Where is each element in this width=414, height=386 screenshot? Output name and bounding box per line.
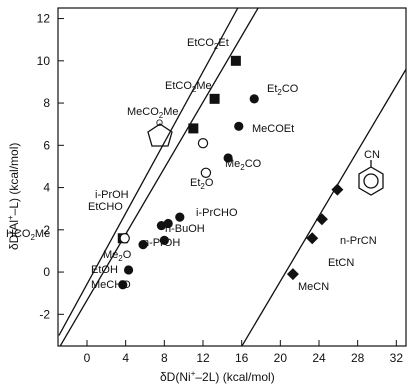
data-point-circle: [159, 235, 169, 245]
label-nprcn: n-PrCN: [340, 235, 377, 247]
label-hco2me: HCO2Me: [6, 228, 50, 242]
fit-lines: [58, 8, 406, 346]
x-tick-label: 16: [235, 351, 249, 365]
y-tick-label: -2: [39, 307, 50, 321]
label-nproh: n-PrOH: [143, 237, 180, 249]
fit-line: [58, 8, 239, 336]
y-tick-label: 2: [43, 223, 50, 237]
data-point-diamond: [306, 232, 319, 245]
label-me2co: Me2CO: [225, 158, 262, 172]
data-point-open-circle: [200, 167, 212, 178]
x-tick-label: 20: [274, 351, 288, 365]
data-point-circle: [249, 94, 259, 104]
y-tick-label: 10: [37, 54, 51, 68]
data-point-open-circle: [119, 233, 130, 244]
label-etco2et: EtCO2Et: [187, 37, 229, 51]
y-axis-label: δD(Al+–L) (kcal/mol): [6, 143, 21, 250]
x-tick-label: 4: [122, 351, 129, 365]
label-mecho: MeCHO: [91, 279, 131, 291]
thf-structure-icon: [147, 123, 173, 147]
data-point-circle: [175, 212, 185, 222]
label-mecoet: MeCOEt: [252, 123, 294, 135]
y-tick-label: 6: [43, 138, 50, 152]
y-tick-label: 4: [43, 181, 50, 195]
label-mecn: MeCN: [298, 281, 329, 293]
data-point-open-circle: [197, 137, 209, 149]
label-etco2me: EtCO2Me: [165, 80, 212, 94]
label-etcn: EtCN: [328, 257, 354, 269]
label-et2co: Et2CO: [267, 83, 299, 97]
fit-line: [59, 8, 259, 346]
data-point-circle: [138, 240, 148, 250]
x-tick-label: 0: [84, 351, 91, 365]
x-tick-label: 24: [312, 351, 326, 365]
data-point-diamond: [315, 213, 328, 226]
fit-line: [241, 68, 406, 346]
x-tick-label: 12: [196, 351, 210, 365]
data-point-diamond: [331, 183, 344, 196]
y-tick-label: 8: [43, 96, 50, 110]
x-tick-label: 28: [351, 351, 365, 365]
label-etcho: EtCHO: [88, 201, 123, 213]
axes: [57, 7, 407, 347]
thf-oxygen-label: O: [156, 118, 163, 128]
label-etoh: EtOH: [91, 264, 118, 276]
x-axis-label: δD(Ni+–2L) (kcal/mol): [160, 369, 275, 384]
data-point-circle: [123, 265, 134, 275]
label-me2o: Me2O: [103, 249, 132, 263]
benzonitrile-structure-icon: [358, 160, 384, 196]
y-tick-label: 0: [43, 265, 50, 279]
label-iprcho: i-PrCHO: [196, 207, 238, 219]
data-point-square: [209, 93, 220, 104]
y-tick-label: 12: [37, 12, 51, 26]
plot-frame: [57, 7, 407, 347]
data-point-circle: [163, 218, 173, 229]
x-tick-label: 8: [161, 351, 168, 365]
point-labels: EtCO2Et EtCO2Me MeCO2Me Et2CO MeCOEt Me2…: [6, 37, 377, 293]
data-point-diamond: [286, 268, 299, 281]
benzonitrile-cn-label: CN: [364, 149, 380, 161]
data-point-square: [188, 123, 199, 134]
label-nbuoh: n-BuOH: [165, 223, 205, 235]
label-et2o: Et2O: [190, 177, 214, 191]
label-meco2me: MeCO2Me: [127, 106, 179, 120]
data-point-circle: [223, 153, 233, 163]
data-point-circle: [234, 121, 244, 131]
label-iproh: i-PrOH: [95, 189, 129, 201]
data-point-square: [230, 55, 241, 66]
x-tick-label: 32: [390, 351, 404, 365]
data-point-circle: [118, 280, 128, 290]
data-points: [117, 55, 344, 290]
